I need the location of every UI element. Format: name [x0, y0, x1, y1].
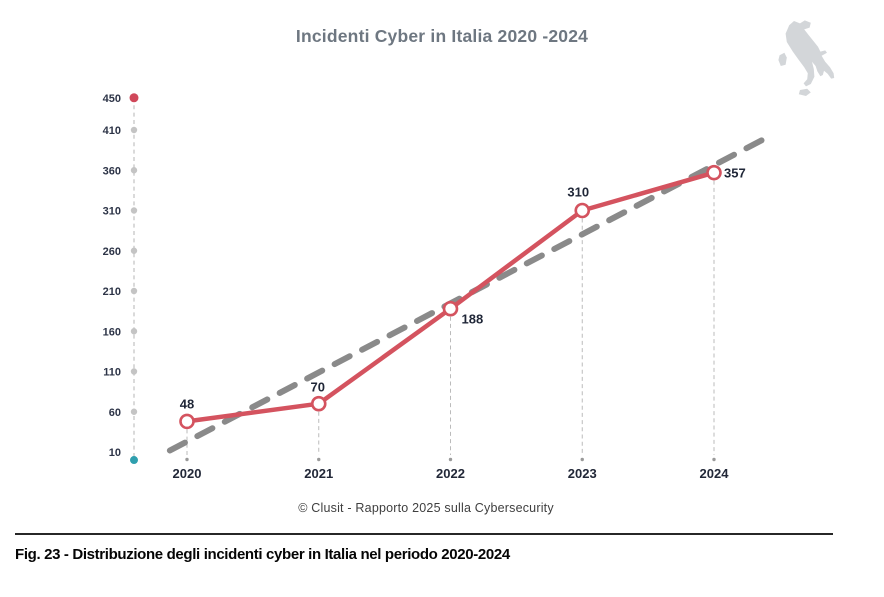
data-point-label: 357: [724, 166, 746, 181]
drop-line-end-dot: [448, 457, 453, 462]
x-axis-label: 2024: [700, 466, 730, 481]
y-axis-tick-dot: [130, 247, 138, 254]
data-point-marker: [574, 202, 591, 219]
chart-title: Incidenti Cyber in Italia 2020 -2024: [295, 26, 589, 46]
source-caption: © Clusit - Rapporto 2025 sulla Cybersecu…: [298, 501, 554, 515]
y-axis-tick-label: 60: [109, 407, 121, 419]
figure-caption: Fig. 23 - Distribuzione degli incidenti …: [15, 546, 865, 563]
italy-mainland: [785, 20, 835, 87]
figure-caption-text: Distribuzione degli incidenti cyber in I…: [68, 546, 510, 563]
drop-line-end-dot: [185, 457, 189, 462]
italy-sardinia: [778, 52, 787, 66]
drop-line-end-dot: [317, 457, 321, 462]
data-point-label: 310: [567, 185, 589, 200]
y-axis-bottom-dot: [130, 456, 138, 465]
data-point-marker: [442, 300, 459, 317]
x-axis-label: 2021: [304, 466, 333, 481]
y-axis-tick-label: 360: [103, 165, 121, 177]
y-axis-tick-label: 210: [103, 286, 121, 298]
y-axis-tick-dot: [130, 287, 138, 295]
x-axis-label: 2020: [173, 466, 202, 481]
y-axis-tick-label: 310: [103, 206, 121, 218]
x-axis-label: 2022: [436, 466, 465, 481]
y-axis-tick-label: 260: [103, 246, 121, 258]
y-axis-tick-dot: [130, 167, 138, 174]
data-point-marker: [706, 164, 722, 181]
data-point-marker: [310, 395, 327, 412]
caption-divider: [15, 533, 833, 535]
italy-map-icon: [778, 20, 835, 96]
drop-line-end-dot: [712, 457, 716, 462]
data-point-marker: [179, 413, 195, 430]
y-axis-tick-dot: [130, 207, 138, 214]
x-axis-label: 2023: [568, 466, 597, 481]
y-axis-tick-label: 410: [103, 125, 121, 137]
y-axis-tick-label: 110: [103, 367, 121, 379]
drop-line-end-dot: [580, 457, 584, 462]
line-chart: 10 60 110 160 210 260 310 360 410 450 2020 2021 2022…: [103, 93, 775, 481]
y-axis-tick-label: 450: [103, 93, 121, 105]
y-axis-tick-dot: [130, 328, 138, 335]
y-axis-tick-dot: [130, 408, 138, 415]
data-point-label: 48: [180, 396, 194, 411]
figure-caption-label: Fig. 23 -: [15, 546, 69, 563]
italy-sicily: [798, 88, 811, 96]
y-axis-tick-dot: [130, 368, 138, 375]
data-point-label: 70: [311, 380, 325, 395]
y-axis-tick-dot: [130, 126, 138, 134]
y-axis-tick-label: 160: [103, 326, 121, 338]
data-point-label: 188: [462, 312, 484, 327]
y-axis-top-dot: [129, 93, 139, 103]
y-axis-tick-label: 10: [109, 447, 121, 459]
